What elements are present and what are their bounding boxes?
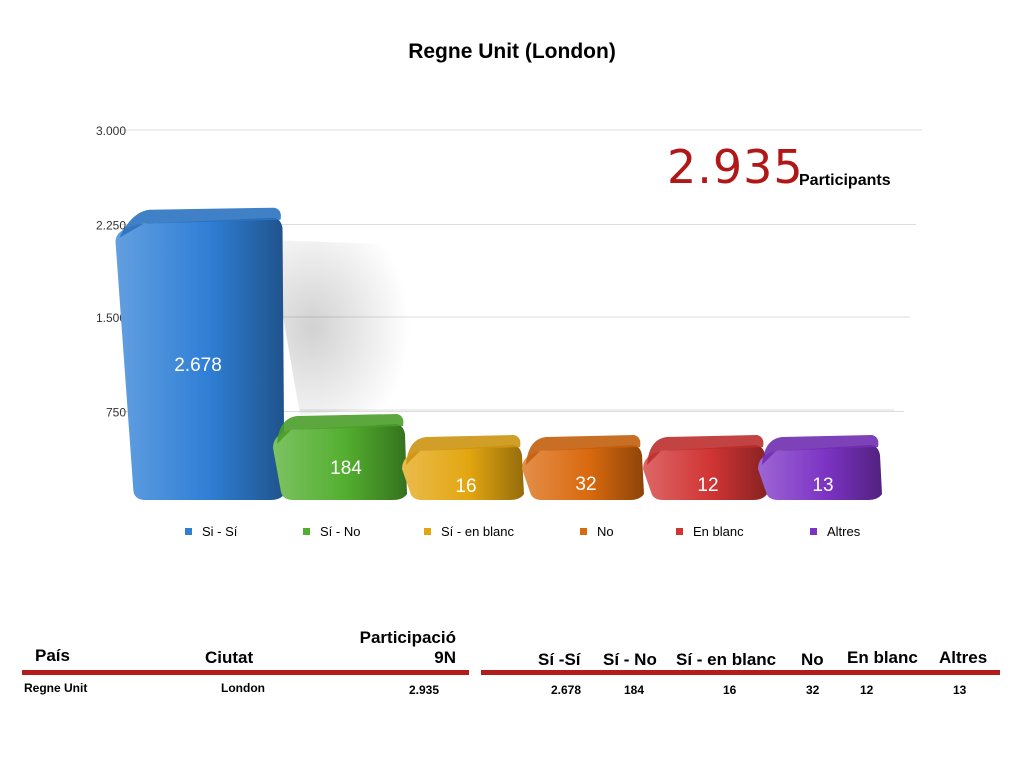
legend-label: No (597, 524, 614, 539)
table-header-si-si: Sí -Sí (538, 650, 581, 669)
legend-item: Si - Sí (185, 524, 237, 539)
bar-top (406, 435, 521, 465)
table-cell-altres: 13 (953, 683, 967, 697)
bar-value-label: 2.678 (174, 355, 222, 376)
bar (273, 424, 407, 500)
table-cell-participation: 2.935 (409, 683, 440, 697)
legend-label: En blanc (693, 524, 744, 539)
bar-top (119, 207, 281, 238)
y-tick-label: 2.250 (96, 219, 126, 233)
table-cell-country: Regne Unit (24, 681, 88, 695)
legend-swatch (676, 528, 683, 535)
y-tick-label: 1.500 (96, 311, 126, 325)
legend-swatch (185, 528, 192, 535)
table-header-participation: Participació 9N (352, 628, 456, 668)
total-participants-label: Participants (799, 172, 891, 189)
legend-item: Sí - en blanc (424, 524, 514, 539)
bar-value-label: 12 (697, 475, 718, 496)
bar-chart: 3.000 2.250 1.500 750 2.678 184 16 32 12 13 (96, 124, 922, 501)
legend-label: Altres (827, 524, 861, 539)
bar-value-label: 32 (575, 474, 596, 495)
bar (643, 445, 767, 500)
table-header-participation-line1: Participació (359, 628, 456, 647)
bar-value-label: 184 (330, 458, 362, 479)
legend-swatch (810, 528, 817, 535)
bar-value-label: 16 (455, 476, 476, 497)
table-header-country: País (35, 646, 70, 665)
table-header-no: No (801, 650, 824, 669)
legend-label: Sí - No (320, 524, 361, 539)
y-tick-label: 750 (106, 406, 126, 420)
table-cell-si-en-blanc: 16 (723, 683, 737, 697)
bar-top (526, 435, 641, 465)
table-cell-city: London (221, 681, 265, 695)
legend-item: En blanc (676, 524, 744, 539)
table-header-si-no: Sí - No (603, 650, 657, 669)
legend-item: No (580, 524, 614, 539)
legend-item: Altres (810, 524, 860, 539)
legend-swatch (303, 528, 310, 535)
bar-top (277, 414, 404, 444)
legend-item: Sí - No (303, 524, 360, 539)
y-tick-label: 3.000 (96, 124, 126, 138)
table-divider-right (481, 670, 1000, 675)
legend-label: Si - Sí (202, 524, 238, 539)
bar-value-label: 13 (812, 475, 833, 496)
table-cell-si-si: 2.678 (551, 683, 582, 697)
table-header-si-en-blanc: Sí - en blanc (676, 650, 777, 669)
table-divider-left (22, 670, 469, 675)
total-participants-value: 2.935 (667, 140, 804, 194)
table-cell-no: 32 (806, 683, 820, 697)
bar-top (762, 435, 879, 465)
table-header-en-blanc: En blanc (847, 648, 918, 667)
bar (522, 445, 644, 500)
legend-swatch (424, 528, 431, 535)
table-cell-en-blanc: 12 (860, 683, 874, 697)
table-cell-si-no: 184 (624, 683, 645, 697)
table-header-participation-line2: 9N (434, 648, 456, 667)
legend-label: Sí - en blanc (441, 524, 514, 539)
bar-top (647, 435, 764, 465)
bar-shadow (270, 240, 410, 415)
bar (758, 445, 882, 500)
bar (115, 217, 285, 501)
chart-title: Regne Unit (London) (408, 40, 616, 63)
bar (402, 445, 524, 500)
legend-swatch (580, 528, 587, 535)
table-header-city: Ciutat (205, 648, 254, 667)
table-header-altres: Altres (939, 648, 988, 667)
